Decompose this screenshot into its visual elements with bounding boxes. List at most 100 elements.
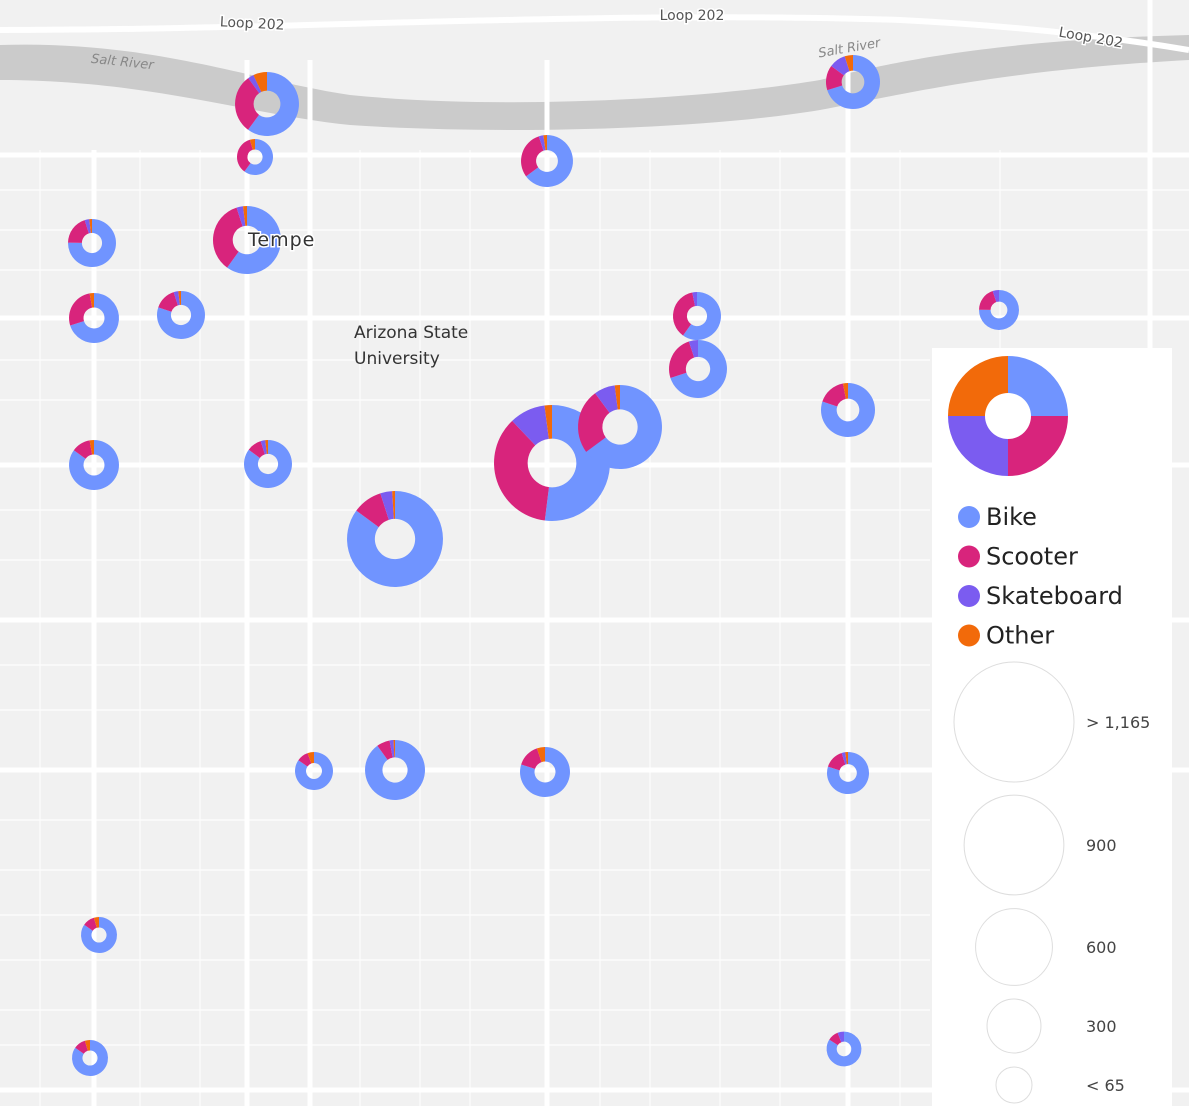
donut-segment bbox=[595, 385, 618, 413]
size-legend-circle bbox=[995, 1066, 1033, 1104]
donut-segment bbox=[71, 1040, 108, 1076]
donut-segment bbox=[244, 139, 273, 175]
donut-segment bbox=[89, 293, 94, 308]
donut-segment bbox=[249, 139, 255, 150]
legend-swatch bbox=[958, 545, 980, 568]
donut-segment bbox=[521, 136, 544, 177]
donut-segment bbox=[84, 1040, 90, 1051]
road-label: Loop 202 bbox=[660, 8, 725, 24]
donut-segment bbox=[526, 135, 573, 187]
donut-segment bbox=[842, 382, 848, 399]
donut-segment bbox=[69, 293, 93, 326]
legend-label: Scooter bbox=[986, 543, 1078, 571]
donut-segment bbox=[683, 292, 721, 340]
donut-segment bbox=[578, 393, 610, 452]
size-legend-label: 900 bbox=[1086, 836, 1117, 855]
donut-segment bbox=[75, 1040, 88, 1054]
size-legend-label: 300 bbox=[1086, 1017, 1117, 1036]
donut-segment bbox=[393, 740, 395, 758]
donut-segment bbox=[380, 491, 394, 520]
donut-segment bbox=[822, 383, 846, 407]
donut-segment bbox=[837, 1031, 844, 1043]
legend-donut-segment bbox=[1008, 356, 1068, 416]
donut-segment bbox=[365, 740, 425, 800]
campus-label: University bbox=[354, 349, 440, 369]
donut-segment bbox=[307, 752, 314, 764]
donut-segment bbox=[84, 917, 97, 931]
donut-segment bbox=[244, 440, 292, 488]
size-legend-circle bbox=[986, 998, 1042, 1054]
donut-segment bbox=[494, 420, 549, 521]
donut-segment bbox=[235, 78, 260, 130]
size-legend-circle bbox=[963, 794, 1065, 896]
donut-segment bbox=[844, 54, 853, 72]
donut-segment bbox=[248, 441, 265, 459]
donut-segment bbox=[845, 751, 848, 765]
donut-segment bbox=[89, 219, 92, 233]
size-legend-label: > 1,165 bbox=[1086, 713, 1150, 732]
donut-segment bbox=[669, 341, 695, 379]
legend-swatch bbox=[958, 624, 980, 647]
legend-swatch bbox=[958, 506, 980, 528]
donut-segment bbox=[586, 385, 662, 469]
size-legend-label: 600 bbox=[1086, 938, 1117, 957]
donut-segment bbox=[825, 66, 844, 91]
donut-segment bbox=[979, 291, 997, 310]
donut-segment bbox=[84, 219, 91, 234]
donut-segment bbox=[826, 1031, 862, 1067]
donut-segment bbox=[389, 740, 395, 758]
legend-label: Skateboard bbox=[986, 582, 1123, 610]
donut-segment bbox=[298, 753, 312, 767]
size-legend-circle bbox=[975, 908, 1053, 986]
donut-segment bbox=[688, 340, 698, 358]
size-legend-label: < 65 bbox=[1086, 1076, 1125, 1095]
donut-segment bbox=[827, 54, 881, 110]
donut-segment bbox=[227, 206, 281, 274]
donut-segment bbox=[93, 917, 99, 928]
donut-segment bbox=[692, 292, 697, 307]
donut-layer bbox=[68, 54, 1019, 1076]
donut-segment bbox=[236, 206, 246, 227]
city-label: Tempe bbox=[247, 229, 315, 251]
campus-label: Arizona State bbox=[354, 323, 468, 343]
donut-segment bbox=[820, 382, 876, 438]
legend-donut-segment bbox=[948, 356, 1008, 416]
donut-segment bbox=[70, 293, 119, 343]
donut-segment bbox=[826, 751, 870, 795]
legend-donut-segment bbox=[1008, 416, 1068, 476]
donut-segment bbox=[243, 206, 247, 226]
donut-segment bbox=[158, 292, 178, 312]
donut-segment bbox=[544, 405, 552, 439]
donut-segment bbox=[377, 740, 393, 760]
donut-segment bbox=[253, 72, 267, 92]
donut-segment bbox=[992, 290, 999, 303]
donut-segment bbox=[157, 291, 205, 339]
road-label: Loop 202 bbox=[219, 14, 284, 33]
donut-segment bbox=[673, 292, 696, 336]
legend-swatch bbox=[958, 585, 980, 607]
donut-segment bbox=[89, 440, 94, 455]
donut-segment bbox=[356, 493, 389, 528]
donut-segment bbox=[538, 135, 546, 151]
donut-segment bbox=[614, 385, 620, 410]
donut-segment bbox=[829, 1032, 842, 1046]
donut-segment bbox=[536, 747, 545, 763]
donut-segment bbox=[73, 440, 93, 459]
donut-segment bbox=[521, 748, 542, 769]
donut-segment bbox=[392, 491, 395, 519]
donut-segment bbox=[265, 440, 268, 454]
donut-segment bbox=[520, 747, 570, 797]
donut-segment bbox=[248, 75, 262, 94]
donut-segment bbox=[260, 440, 267, 455]
donut-segment bbox=[173, 291, 180, 306]
donut-segment bbox=[831, 56, 850, 76]
river-label: Salt River bbox=[90, 52, 156, 74]
donut-segment bbox=[68, 220, 89, 243]
street-grid bbox=[0, 150, 1189, 1106]
legend-label: Bike bbox=[986, 503, 1037, 531]
donut-segment bbox=[841, 752, 847, 765]
donut-segment bbox=[295, 752, 333, 790]
donut-segment bbox=[178, 291, 181, 305]
legend: Bike Scooter Skateboard Other > 1,165 900 600 3… bbox=[948, 356, 1150, 1104]
